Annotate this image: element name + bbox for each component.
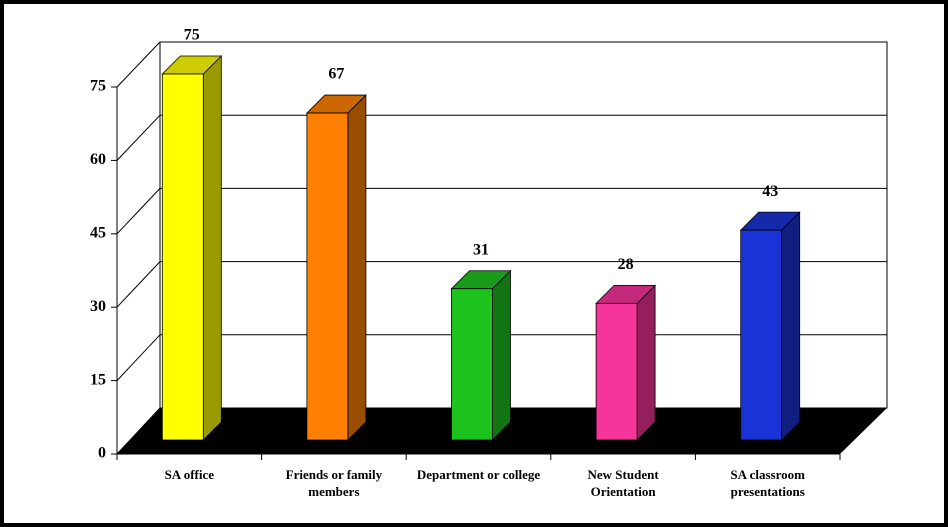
y-tick-label: 15 xyxy=(90,371,106,388)
y-tick-label: 0 xyxy=(98,445,106,462)
y-tick-label: 60 xyxy=(90,151,106,168)
grid-line xyxy=(116,261,161,308)
x-tick-label: SA classroom presentations xyxy=(730,467,805,499)
grid-line xyxy=(116,407,161,455)
x-tick-label: New Student Orientation xyxy=(587,467,659,499)
x-tick-label: SA office xyxy=(164,467,215,482)
y-tick-label: 75 xyxy=(90,78,106,95)
y-tick-label: 30 xyxy=(90,298,106,315)
bar xyxy=(161,73,204,441)
bar xyxy=(306,112,349,441)
bar-side xyxy=(781,211,801,441)
bar-side xyxy=(636,284,656,441)
grid-line xyxy=(116,114,161,161)
bar xyxy=(451,288,493,441)
bar-side xyxy=(492,269,511,441)
bar xyxy=(595,302,638,441)
grid-line xyxy=(116,41,161,88)
bar-side xyxy=(202,55,222,441)
value-label: 31 xyxy=(473,241,489,258)
value-label: 75 xyxy=(184,27,200,44)
x-tick-label: Department or college xyxy=(416,467,541,482)
bar-side xyxy=(347,94,367,441)
value-label: 28 xyxy=(618,256,634,273)
value-label: 43 xyxy=(762,183,778,200)
value-label: 67 xyxy=(328,66,344,83)
grid-line xyxy=(116,188,161,235)
y-tick-label: 45 xyxy=(90,224,106,241)
bar xyxy=(740,229,783,441)
x-tick-label: Friends or family members xyxy=(285,467,383,499)
grid-line xyxy=(116,334,161,381)
